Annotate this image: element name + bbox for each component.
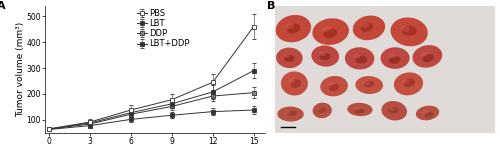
Ellipse shape bbox=[320, 76, 348, 96]
Ellipse shape bbox=[353, 15, 385, 40]
Ellipse shape bbox=[388, 54, 396, 58]
Ellipse shape bbox=[284, 55, 294, 62]
Ellipse shape bbox=[290, 79, 301, 88]
Ellipse shape bbox=[389, 56, 400, 64]
Ellipse shape bbox=[388, 107, 398, 113]
Ellipse shape bbox=[416, 106, 440, 120]
Ellipse shape bbox=[347, 103, 372, 116]
Ellipse shape bbox=[320, 53, 330, 60]
Ellipse shape bbox=[382, 101, 407, 120]
Ellipse shape bbox=[402, 26, 417, 36]
Y-axis label: Tumor volume (mm³): Tumor volume (mm³) bbox=[16, 22, 25, 117]
Ellipse shape bbox=[276, 15, 311, 42]
Ellipse shape bbox=[354, 107, 360, 110]
Ellipse shape bbox=[424, 112, 434, 118]
Ellipse shape bbox=[356, 56, 368, 64]
Ellipse shape bbox=[363, 81, 370, 85]
Ellipse shape bbox=[360, 23, 373, 32]
Ellipse shape bbox=[318, 107, 326, 113]
Ellipse shape bbox=[364, 81, 374, 87]
Ellipse shape bbox=[353, 54, 360, 58]
Legend: PBS, LBT, DDP, LBT+DDP: PBS, LBT, DDP, LBT+DDP bbox=[137, 9, 190, 48]
Ellipse shape bbox=[401, 26, 410, 32]
Text: A: A bbox=[0, 1, 6, 11]
Ellipse shape bbox=[287, 24, 300, 34]
Ellipse shape bbox=[388, 107, 395, 111]
Ellipse shape bbox=[284, 54, 290, 58]
Ellipse shape bbox=[362, 23, 370, 28]
Ellipse shape bbox=[422, 110, 428, 113]
Ellipse shape bbox=[356, 76, 383, 94]
Ellipse shape bbox=[278, 107, 304, 122]
Ellipse shape bbox=[420, 52, 428, 57]
Ellipse shape bbox=[422, 54, 434, 62]
Ellipse shape bbox=[286, 23, 294, 29]
Ellipse shape bbox=[322, 26, 332, 32]
Ellipse shape bbox=[288, 79, 295, 84]
Ellipse shape bbox=[328, 82, 334, 86]
Ellipse shape bbox=[312, 103, 332, 118]
Ellipse shape bbox=[412, 45, 442, 68]
Text: B: B bbox=[266, 1, 275, 11]
Ellipse shape bbox=[328, 84, 340, 91]
Ellipse shape bbox=[312, 45, 339, 67]
Ellipse shape bbox=[345, 47, 374, 69]
Ellipse shape bbox=[404, 78, 415, 87]
Ellipse shape bbox=[394, 72, 423, 95]
Ellipse shape bbox=[390, 17, 428, 46]
Ellipse shape bbox=[286, 111, 297, 116]
Ellipse shape bbox=[319, 52, 326, 56]
Ellipse shape bbox=[281, 71, 308, 95]
Ellipse shape bbox=[323, 28, 338, 38]
Ellipse shape bbox=[284, 111, 291, 114]
Ellipse shape bbox=[276, 48, 302, 68]
Ellipse shape bbox=[380, 47, 410, 69]
Ellipse shape bbox=[312, 18, 349, 45]
Ellipse shape bbox=[402, 79, 409, 84]
Ellipse shape bbox=[354, 109, 365, 114]
Ellipse shape bbox=[318, 107, 322, 111]
